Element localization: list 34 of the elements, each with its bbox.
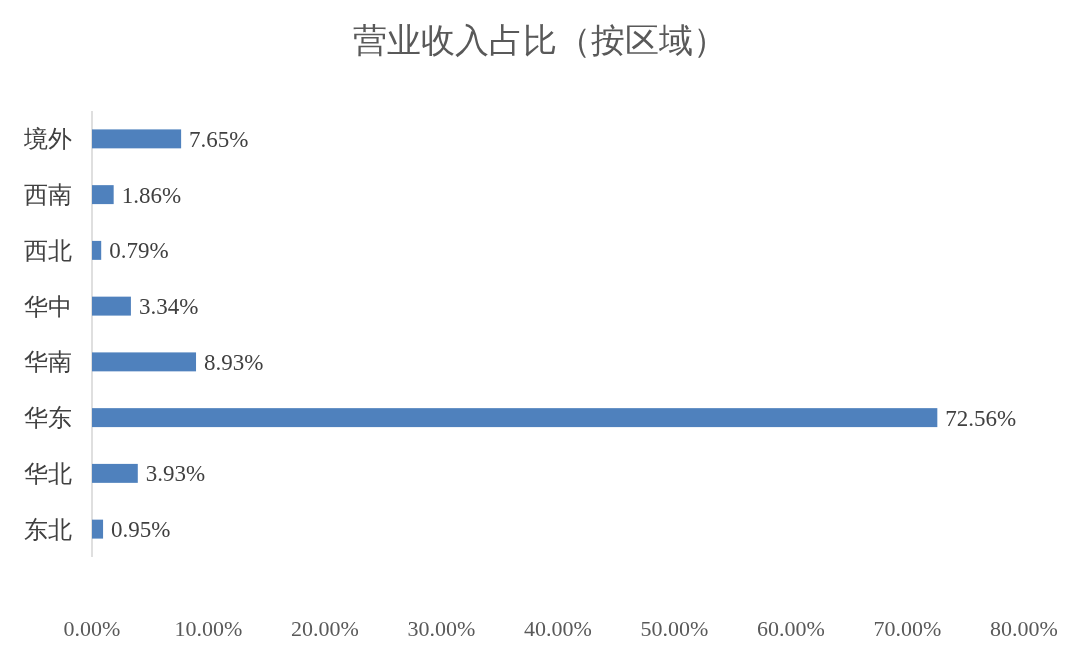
data-label: 72.56% <box>945 405 1017 431</box>
x-tick-label: 60.00% <box>757 616 825 641</box>
y-tick-label: 东北 <box>24 516 72 543</box>
data-label: 3.93% <box>145 461 206 487</box>
bar <box>92 408 938 428</box>
y-tick-label: 西北 <box>24 237 72 264</box>
bar <box>92 296 131 316</box>
bar <box>92 129 182 149</box>
y-tick-label: 华南 <box>24 349 72 376</box>
bar <box>92 519 104 539</box>
y-tick-label: 西南 <box>24 182 72 209</box>
x-tick-label: 30.00% <box>407 616 476 641</box>
x-tick-label: 70.00% <box>873 616 942 641</box>
y-tick-label: 境外 <box>23 126 72 153</box>
data-label: 1.86% <box>121 182 182 208</box>
data-label: 8.93% <box>204 349 264 375</box>
data-label: 0.95% <box>111 517 171 543</box>
bar <box>92 185 114 205</box>
x-tick-label: 0.00% <box>63 616 121 641</box>
bar <box>92 463 138 483</box>
x-tick-label: 20.00% <box>291 616 359 641</box>
x-tick-label: 10.00% <box>174 616 243 641</box>
data-label: 7.65% <box>189 126 249 152</box>
y-tick-label: 华中 <box>24 293 72 320</box>
bar <box>92 352 197 372</box>
x-tick-label: 40.00% <box>524 616 592 641</box>
chart-title: 营业收入占比（按区域） <box>353 22 727 59</box>
bar <box>92 240 102 260</box>
y-tick-label: 华北 <box>24 460 72 487</box>
x-tick-label: 80.00% <box>990 616 1058 641</box>
data-label: 0.79% <box>109 238 169 264</box>
data-label: 3.34% <box>138 294 199 320</box>
x-tick-label: 50.00% <box>640 616 709 641</box>
y-tick-label: 华东 <box>24 405 72 432</box>
